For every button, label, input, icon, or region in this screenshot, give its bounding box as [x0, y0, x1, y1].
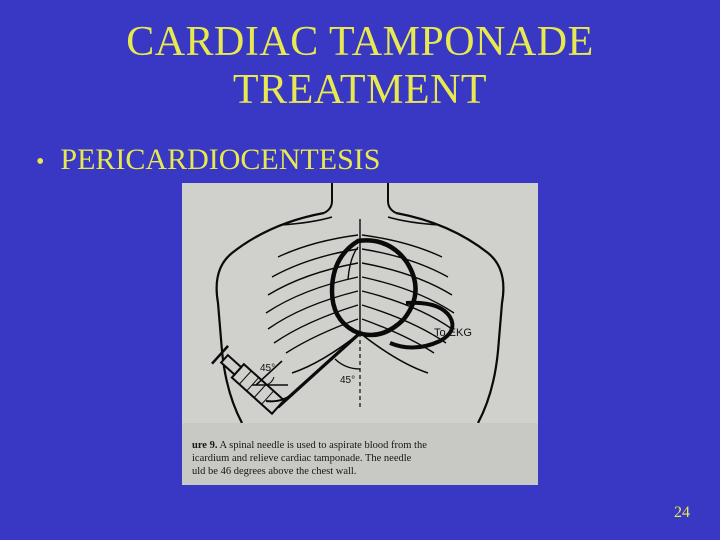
ekg-label: To EKG	[434, 327, 472, 339]
page-number: 24	[674, 504, 690, 522]
caption-bold: ure 9.	[192, 440, 217, 451]
caption-line3: uld be 46 degrees above the chest wall.	[192, 466, 356, 477]
caption-line1: A spinal needle is used to aspirate bloo…	[220, 440, 427, 451]
bullet-marker: •	[36, 149, 44, 176]
slide-title: CARDIAC TAMPONADE TREATMENT	[0, 0, 720, 115]
angle-label-skin: 45°	[260, 363, 275, 374]
figure-caption: ure 9. A spinal needle is used to aspira…	[192, 439, 530, 478]
pericardiocentesis-figure: To EKG 45° 45° ure 9. A spinal needle is…	[182, 183, 538, 485]
figure-container: To EKG 45° 45° ure 9. A spinal needle is…	[0, 183, 720, 485]
caption-line2: icardium and relieve cardiac tamponade. …	[192, 453, 411, 464]
anatomy-illustration	[182, 183, 538, 423]
bullet-item: • PERICARDIOCENTESIS	[0, 143, 720, 177]
bullet-text: PERICARDIOCENTESIS	[60, 143, 380, 177]
title-text: CARDIAC TAMPONADE TREATMENT	[126, 19, 594, 113]
angle-label-needle: 45°	[340, 375, 355, 386]
